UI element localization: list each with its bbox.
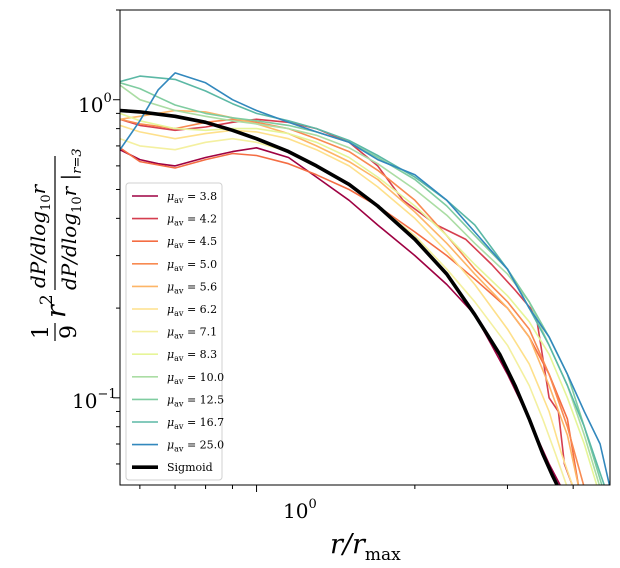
legend-label-12: Sigmoid (167, 461, 213, 474)
plot-frame (119, 9, 611, 486)
tick-labels: 100 100 10−1 (72, 91, 317, 523)
series-line-5 (120, 124, 574, 485)
y-tick-label-1: 100 (78, 91, 112, 117)
y-axis-ticks (113, 9, 120, 465)
legend-label-7: μav = 8.3 (167, 348, 217, 363)
y-title-r-squared: r2 (37, 294, 72, 318)
legend-label-6: μav = 7.1 (167, 326, 217, 341)
x-axis-ticks (139, 485, 574, 492)
legend-label-1: μav = 4.2 (167, 213, 217, 228)
legend-label-10: μav = 16.7 (167, 416, 224, 431)
y-title-numerator: dP/dlog10r (26, 183, 54, 288)
series-line-12 (120, 108, 560, 485)
series-line-7 (120, 112, 598, 485)
x-axis-title: r/rmax (330, 529, 401, 565)
legend-label-8: μav = 10.0 (167, 371, 224, 386)
legend-label-3: μav = 5.0 (167, 258, 217, 273)
legend: μav = 3.8 μav = 4.2 μav = 4.5 μav = 5.0 μav … (125, 182, 224, 481)
series-group (120, 72, 610, 485)
y-title-nine: 9 (57, 325, 82, 339)
series-line-3 (120, 118, 585, 485)
legend-label-4: μav = 5.6 (167, 280, 217, 295)
legend-items: μav = 3.8 μav = 4.2 μav = 4.5 μav = 5.0 μav … (132, 190, 224, 474)
y-tick-label-0.1: 10−1 (72, 387, 117, 413)
legend-label-11: μav = 25.0 (167, 439, 224, 454)
legend-label-2: μav = 4.5 (167, 235, 217, 250)
x-tick-label-1: 100 (283, 497, 317, 523)
series-line-10 (120, 75, 606, 485)
y-title-denominator: dP/dlog10r |r=3 (57, 148, 85, 290)
legend-label-5: μav = 6.2 (167, 303, 217, 318)
y-title-one: 1 (29, 325, 54, 339)
y-axis-title: 1 9 r2 dP/dlog10r dP/dlog10r |r=3 (26, 148, 85, 341)
legend-label-9: μav = 12.5 (167, 393, 224, 408)
series-line-11 (120, 72, 610, 485)
legend-box (125, 182, 223, 481)
legend-label-0: μav = 3.8 (167, 190, 217, 205)
